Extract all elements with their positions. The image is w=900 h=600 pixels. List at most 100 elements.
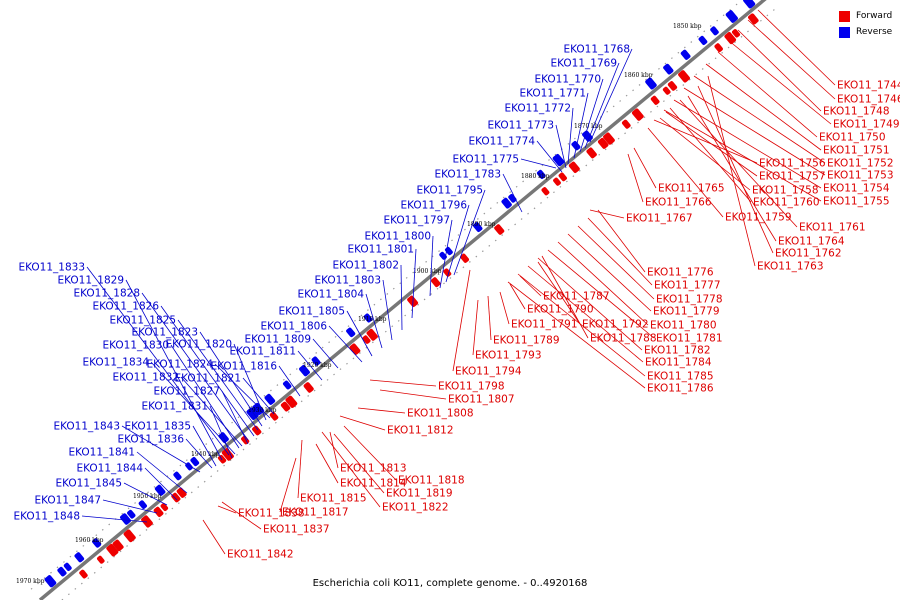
reverse-gene-label: EKO11_1803 (314, 275, 381, 287)
reverse-gene (571, 141, 581, 151)
forward-gene-label: EKO11_1746 (837, 94, 900, 106)
reverse-gene-label: EKO11_1769 (550, 58, 617, 70)
reverse-gene-label: EKO11_1775 (452, 154, 519, 166)
reverse-leader-line (579, 78, 604, 153)
forward-leader-line (329, 431, 339, 469)
forward-gene (362, 335, 371, 344)
reverse-leader-line (180, 376, 243, 447)
forward-gene-label: EKO11_1798 (438, 381, 505, 393)
forward-gene-label: EKO11_1757 (759, 171, 826, 183)
forward-gene-label: EKO11_1753 (827, 170, 894, 182)
forward-gene (285, 395, 298, 408)
forward-gene (176, 487, 187, 498)
forward-gene (553, 177, 561, 186)
tick-label: 1910 kbp (358, 316, 387, 323)
reverse-gene-label: EKO11_1797 (383, 215, 450, 227)
reverse-leader-line (439, 219, 453, 289)
forward-gene-label: EKO11_1779 (653, 306, 720, 318)
forward-gene (269, 411, 279, 421)
forward-leader-line (537, 257, 643, 351)
reverse-gene (501, 197, 512, 209)
reverse-leader-line (209, 405, 233, 459)
tick-label: 1850 kbp (673, 23, 702, 30)
forward-gene-label: EKO11_1788 (590, 333, 657, 345)
guide-track-outer (30, 0, 743, 590)
forward-leader-line (747, 19, 836, 100)
forward-gene (431, 277, 441, 288)
reverse-gene-label: EKO11_1843 (53, 421, 120, 433)
reverse-gene-label: EKO11_1801 (347, 244, 414, 256)
forward-leader-line (589, 209, 625, 219)
reverse-gene-label: EKO11_1795 (416, 185, 483, 197)
forward-leader-line (687, 95, 777, 242)
forward-leader-line (333, 433, 385, 494)
forward-gene (731, 29, 741, 38)
forward-leader-line (683, 87, 826, 176)
reverse-gene (190, 457, 200, 467)
forward-gene-label: EKO11_1778 (656, 294, 723, 306)
reverse-gene-label: EKO11_1800 (364, 231, 431, 243)
forward-leader-line (707, 75, 756, 267)
forward-gene (667, 81, 678, 91)
reverse-gene-label: EKO11_1771 (519, 88, 586, 100)
forward-gene-label: EKO11_1749 (833, 119, 900, 131)
forward-leader-line (669, 107, 752, 203)
reverse-gene (536, 169, 546, 179)
forward-swatch (839, 10, 850, 22)
guide-track-inner (60, 5, 780, 600)
reverse-gene-label: EKO11_1833 (18, 262, 85, 274)
reverse-gene-label: EKO11_1830 (102, 340, 169, 352)
reverse-leader-line (214, 363, 271, 419)
forward-leader-line (519, 275, 542, 297)
forward-gene-label: EKO11_1750 (819, 132, 886, 144)
reverse-leader-line (536, 140, 563, 173)
reverse-gene-label: EKO11_1805 (278, 306, 345, 318)
reverse-gene (710, 26, 719, 36)
forward-gene-label: EKO11_1762 (775, 248, 842, 260)
forward-gene-label: EKO11_1782 (644, 345, 711, 357)
forward-gene (621, 119, 631, 129)
forward-leader-line (557, 241, 649, 326)
forward-gene (106, 543, 119, 557)
reverse-gene (92, 538, 102, 548)
reverse-leader-line (573, 92, 589, 159)
reverse-gene (311, 356, 321, 366)
forward-leader-line (297, 439, 303, 499)
forward-gene (349, 343, 361, 355)
forward-gene (280, 401, 291, 412)
forward-gene-label: EKO11_1791 (511, 319, 578, 331)
reverse-gene (252, 402, 265, 416)
forward-gene-label: EKO11_1784 (645, 357, 712, 369)
reverse-gene (44, 575, 57, 588)
forward-leader-line (665, 111, 758, 177)
reverse-gene-label: EKO11_1802 (332, 260, 399, 272)
forward-gene (748, 13, 759, 25)
reverse-leader-line (312, 338, 339, 369)
forward-gene-label: EKO11_1842 (227, 549, 294, 561)
forward-gene-label: EKO11_1754 (823, 183, 890, 195)
reverse-gene-label: EKO11_1828 (73, 288, 140, 300)
forward-gene (303, 382, 314, 393)
forward-gene (97, 555, 105, 564)
legend: Forward Reverse (839, 8, 892, 40)
forward-gene-label: EKO11_1819 (386, 488, 453, 500)
reverse-gene-label: EKO11_1783 (434, 169, 501, 181)
reverse-gene (346, 327, 356, 338)
reverse-gene-label: EKO11_1809 (244, 334, 311, 346)
forward-gene (678, 70, 690, 83)
forward-leader-line (499, 291, 510, 325)
forward-gene (494, 224, 505, 235)
reverse-gene (299, 365, 310, 377)
forward-gene (79, 569, 88, 579)
reverse-gene-label: EKO11_1831 (141, 401, 208, 413)
forward-gene (366, 328, 378, 341)
forward-gene-label: EKO11_1814 (340, 478, 407, 490)
forward-leader-line (279, 457, 297, 513)
reverse-gene (120, 513, 131, 525)
reverse-leader-line (365, 293, 383, 349)
forward-gene (123, 529, 136, 543)
forward-gene-label: EKO11_1813 (340, 463, 407, 475)
forward-gene (597, 137, 609, 149)
